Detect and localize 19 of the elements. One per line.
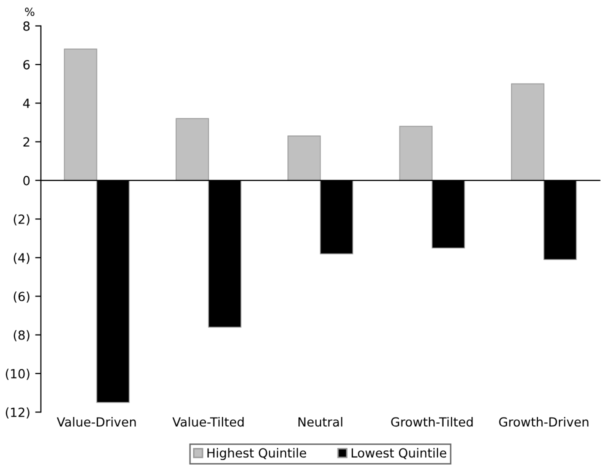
x-tick-label: Growth-Tilted: [391, 416, 473, 427]
y-tick-label: 8: [23, 21, 30, 31]
x-tick-label: Neutral: [298, 416, 342, 427]
y-tick-label: (10): [6, 368, 30, 380]
y-tick-label: (4): [14, 252, 30, 264]
y-tick-label: 6: [23, 60, 30, 70]
y-axis-title: %: [25, 8, 34, 16]
y-tick-label: (2): [14, 214, 30, 226]
y-tick-label: (8): [14, 330, 30, 342]
y-tick-label: 2: [23, 137, 30, 147]
y-tick-label: (12): [6, 407, 30, 419]
legend-label: Highest Quintile: [207, 448, 306, 460]
x-tick-label: Value-Tilted: [172, 416, 244, 427]
y-tick-label: 0: [23, 176, 30, 186]
y-tick-label: 4: [23, 98, 30, 108]
y-tick-label: (6): [14, 292, 30, 303]
x-tick-label: Value-Driven: [56, 416, 136, 427]
x-tick-label: Growth-Driven: [499, 416, 588, 427]
legend-label: Lowest Quintile: [352, 448, 446, 460]
